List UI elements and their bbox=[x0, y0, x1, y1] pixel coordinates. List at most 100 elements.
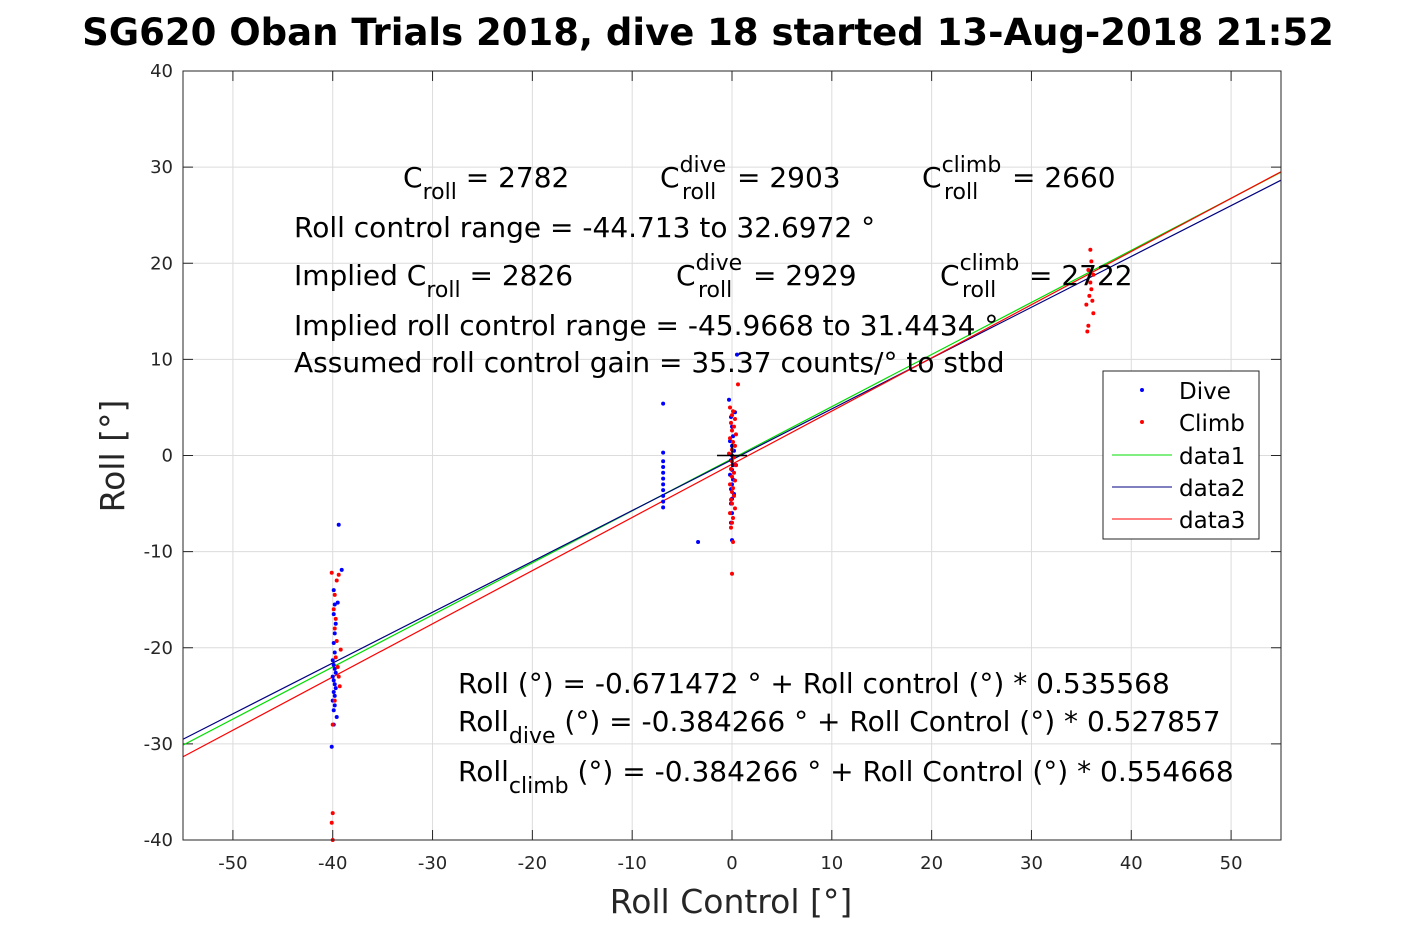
y-tick-label: 30 bbox=[150, 157, 173, 178]
point-dive bbox=[661, 493, 666, 498]
y-tick-label: 40 bbox=[150, 61, 173, 82]
annotation-implied-climb-value: = 2722 bbox=[1029, 259, 1133, 292]
point-climb bbox=[329, 570, 334, 575]
point-climb bbox=[1091, 272, 1096, 277]
point-climb bbox=[329, 820, 334, 825]
y-tick-label: -20 bbox=[144, 638, 173, 659]
point-dive bbox=[331, 640, 336, 645]
point-dive bbox=[331, 612, 336, 617]
point-dive bbox=[661, 482, 666, 487]
y-tick-label: -10 bbox=[144, 542, 173, 563]
point-climb bbox=[732, 478, 737, 483]
point-dive bbox=[332, 602, 337, 607]
point-dive bbox=[331, 689, 336, 694]
point-dive bbox=[331, 678, 336, 683]
annotation-implied-climb: Cclimb bbox=[940, 251, 1019, 292]
annotation-implied-range: Implied roll control range = -45.9668 to… bbox=[294, 309, 998, 342]
point-climb bbox=[731, 493, 736, 498]
point-climb bbox=[336, 674, 341, 679]
annotation-implied-c-roll: Implied Croll = 2826 bbox=[294, 259, 573, 303]
point-dive bbox=[661, 450, 666, 455]
y-tick-labels: -40 -30 -20 -10 0 10 20 30 40 bbox=[144, 61, 173, 851]
annotation-c-roll-dive: Cdive bbox=[660, 153, 726, 194]
plot-frame bbox=[182, 70, 1282, 841]
point-climb bbox=[332, 592, 337, 597]
point-climb bbox=[333, 616, 338, 621]
chart-title: SG620 Oban Trials 2018, dive 18 started … bbox=[82, 11, 1334, 54]
x-tick-label: -20 bbox=[518, 853, 547, 874]
point-climb bbox=[729, 420, 734, 425]
point-climb bbox=[730, 501, 734, 506]
point-climb bbox=[1086, 323, 1091, 328]
point-climb bbox=[733, 432, 738, 437]
point-climb bbox=[730, 486, 735, 491]
point-dive bbox=[661, 401, 666, 406]
y-tick-label: 0 bbox=[162, 446, 173, 467]
point-climb bbox=[334, 639, 339, 644]
legend: Dive Climb data1 data2 data3 bbox=[1102, 370, 1260, 540]
point-dive bbox=[332, 693, 337, 698]
point-dive bbox=[727, 397, 732, 402]
point-climb bbox=[331, 607, 336, 612]
point-climb bbox=[731, 470, 736, 475]
annotation-range: Roll control range = -44.713 to 32.6972 … bbox=[294, 211, 875, 244]
point-climb bbox=[732, 443, 737, 448]
point-climb bbox=[730, 515, 735, 520]
point-dive bbox=[661, 505, 666, 510]
x-tick-label: 30 bbox=[1020, 853, 1043, 874]
point-climb bbox=[332, 626, 337, 631]
point-dive bbox=[661, 470, 666, 475]
point-dive bbox=[331, 708, 336, 713]
x-tick-label: 20 bbox=[920, 853, 943, 874]
data-points bbox=[329, 247, 1096, 842]
point-dive bbox=[334, 714, 339, 719]
point-climb bbox=[330, 811, 335, 816]
point-climb bbox=[735, 382, 740, 387]
point-dive bbox=[661, 459, 666, 464]
annotation-implied-dive-sub: roll bbox=[698, 278, 732, 303]
point-dive bbox=[696, 540, 701, 545]
x-tick-label: 10 bbox=[820, 853, 843, 874]
point-climb bbox=[731, 424, 736, 429]
annotation-c-roll: Croll = 2782 bbox=[403, 161, 569, 205]
annotation-c-roll-climb: Cclimb bbox=[922, 153, 1001, 194]
legend-data3-label: data3 bbox=[1179, 508, 1245, 534]
point-climb bbox=[333, 655, 338, 660]
point-dive bbox=[329, 744, 334, 749]
annotation-implied-dive-value: = 2929 bbox=[753, 259, 857, 292]
y-tick-label: -40 bbox=[144, 830, 173, 851]
point-climb bbox=[733, 463, 738, 468]
point-climb bbox=[336, 572, 341, 577]
point-dive bbox=[331, 588, 336, 593]
legend-climb-marker bbox=[1140, 420, 1144, 424]
point-climb bbox=[730, 540, 735, 545]
point-climb bbox=[728, 436, 733, 441]
point-climb bbox=[338, 647, 343, 652]
point-climb bbox=[1091, 311, 1096, 316]
annotation-c-roll-dive-sub: roll bbox=[682, 180, 716, 205]
point-climb bbox=[730, 413, 734, 418]
point-dive bbox=[332, 650, 337, 655]
point-climb bbox=[729, 497, 734, 502]
x-tick-label: 40 bbox=[1120, 853, 1143, 874]
point-dive bbox=[332, 666, 337, 671]
point-climb bbox=[1088, 247, 1093, 252]
point-climb bbox=[1088, 280, 1093, 285]
annotation-fit-climb: Rollclimb (°) = -0.384266 ° + Roll Contr… bbox=[458, 755, 1234, 799]
annotation-gain: Assumed roll control gain = 35.37 counts… bbox=[294, 346, 1005, 379]
point-climb bbox=[332, 698, 337, 703]
x-tick-label: -10 bbox=[617, 853, 646, 874]
annotation-fit-dive: Rolldive (°) = -0.384266 ° + Roll Contro… bbox=[458, 705, 1221, 749]
x-axis-label: Roll Control [°] bbox=[610, 882, 853, 921]
x-tick-label: -40 bbox=[318, 853, 347, 874]
point-climb bbox=[1084, 302, 1089, 307]
point-dive bbox=[330, 658, 335, 663]
point-climb bbox=[1089, 287, 1094, 292]
point-climb bbox=[730, 440, 735, 445]
point-climb bbox=[730, 571, 734, 576]
x-tick-labels: -50 -40 -30 -20 -10 0 10 20 30 40 50 bbox=[218, 853, 1242, 874]
point-dive bbox=[332, 631, 337, 636]
point-climb bbox=[330, 722, 335, 727]
point-climb bbox=[1090, 298, 1095, 303]
